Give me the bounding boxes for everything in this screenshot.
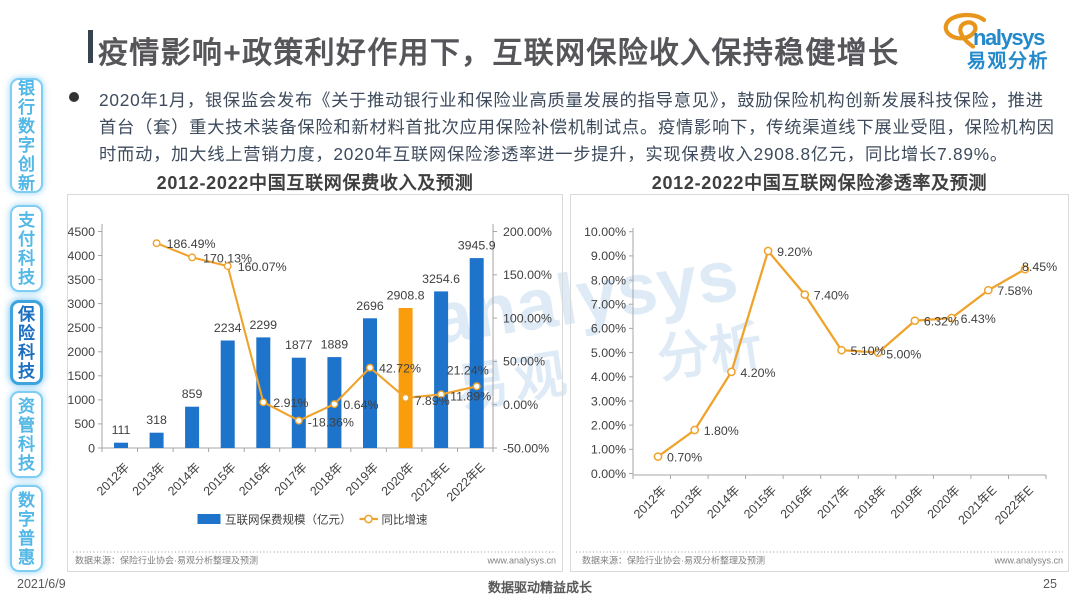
svg-text:859: 859	[182, 387, 203, 401]
svg-text:7.00%: 7.00%	[591, 298, 626, 312]
svg-text:1889: 1889	[321, 338, 349, 352]
svg-text:5.10%: 5.10%	[851, 344, 886, 358]
svg-text:1877: 1877	[285, 338, 313, 352]
svg-text:318: 318	[146, 413, 167, 427]
svg-text:www.analysys.cn: www.analysys.cn	[993, 556, 1063, 566]
svg-text:186.49%: 186.49%	[167, 237, 216, 251]
svg-text:500: 500	[74, 417, 95, 431]
svg-text:4000: 4000	[67, 249, 95, 263]
svg-text:1000: 1000	[67, 393, 95, 407]
svg-text:-18.36%: -18.36%	[308, 416, 354, 430]
svg-text:nalysys: nalysys	[973, 25, 1045, 50]
svg-text:200.00%: 200.00%	[503, 225, 552, 239]
svg-text:5.00%: 5.00%	[591, 346, 626, 360]
svg-text:2299: 2299	[250, 318, 278, 332]
svg-text:170.13%: 170.13%	[203, 251, 252, 265]
svg-text:0.00%: 0.00%	[503, 398, 538, 412]
svg-text:4.00%: 4.00%	[591, 370, 626, 384]
svg-text:互联网保费规模（亿元）: 互联网保费规模（亿元）	[225, 513, 352, 527]
svg-text:2234: 2234	[214, 321, 242, 335]
svg-text:数据来源：保险行业协会·易观分析整理及预测: 数据来源：保险行业协会·易观分析整理及预测	[582, 555, 765, 566]
svg-text:4.20%: 4.20%	[740, 366, 775, 380]
svg-text:-50.00%: -50.00%	[503, 441, 549, 455]
svg-text:0.00%: 0.00%	[591, 467, 626, 481]
svg-text:0.64%: 0.64%	[343, 398, 378, 412]
svg-text:3000: 3000	[67, 297, 95, 311]
svg-text:1500: 1500	[67, 369, 95, 383]
svg-text:9.20%: 9.20%	[777, 245, 812, 259]
svg-text:7.89%: 7.89%	[415, 394, 450, 408]
svg-text:11.89%: 11.89%	[450, 389, 491, 403]
svg-text:1.80%: 1.80%	[704, 424, 739, 438]
svg-text:2.91%: 2.91%	[273, 396, 308, 410]
svg-text:8.45%: 8.45%	[1022, 260, 1057, 274]
svg-text:同比增速: 同比增速	[382, 513, 428, 527]
svg-text:2696: 2696	[356, 299, 384, 313]
svg-text:50.00%: 50.00%	[503, 355, 545, 369]
svg-text:3500: 3500	[67, 273, 95, 287]
svg-text:6.00%: 6.00%	[591, 322, 626, 336]
svg-text:0: 0	[88, 441, 95, 455]
svg-text:1.00%: 1.00%	[591, 443, 626, 457]
svg-text:2908.8: 2908.8	[387, 289, 425, 303]
svg-text:10.00%: 10.00%	[584, 225, 626, 239]
svg-text:2000: 2000	[67, 345, 95, 359]
svg-text:3254.6: 3254.6	[422, 272, 460, 286]
svg-text:111: 111	[112, 423, 131, 437]
svg-text:易观分析: 易观分析	[967, 49, 1049, 72]
svg-text:7.40%: 7.40%	[814, 289, 849, 303]
svg-text:7.58%: 7.58%	[997, 284, 1032, 298]
svg-text:9.00%: 9.00%	[591, 249, 626, 263]
svg-text:2.00%: 2.00%	[591, 418, 626, 432]
svg-text:4500: 4500	[67, 225, 95, 239]
svg-text:3.00%: 3.00%	[591, 394, 626, 408]
svg-text:21.24%: 21.24%	[447, 363, 489, 377]
svg-text:数据来源：保险行业协会·易观分析整理及预测: 数据来源：保险行业协会·易观分析整理及预测	[75, 555, 258, 566]
svg-text:42.72%: 42.72%	[379, 362, 421, 376]
svg-text:150.00%: 150.00%	[503, 268, 552, 282]
svg-text:www.analysys.cn: www.analysys.cn	[486, 556, 556, 566]
svg-text:3945.9: 3945.9	[458, 239, 496, 253]
svg-text:6.32%: 6.32%	[924, 315, 959, 329]
svg-text:160.07%: 160.07%	[238, 260, 287, 274]
svg-text:5.00%: 5.00%	[886, 348, 921, 362]
svg-text:6.43%: 6.43%	[961, 312, 996, 326]
svg-text:0.70%: 0.70%	[667, 451, 702, 465]
svg-text:100.00%: 100.00%	[503, 311, 552, 325]
svg-text:2500: 2500	[67, 321, 95, 335]
svg-text:8.00%: 8.00%	[591, 273, 626, 287]
